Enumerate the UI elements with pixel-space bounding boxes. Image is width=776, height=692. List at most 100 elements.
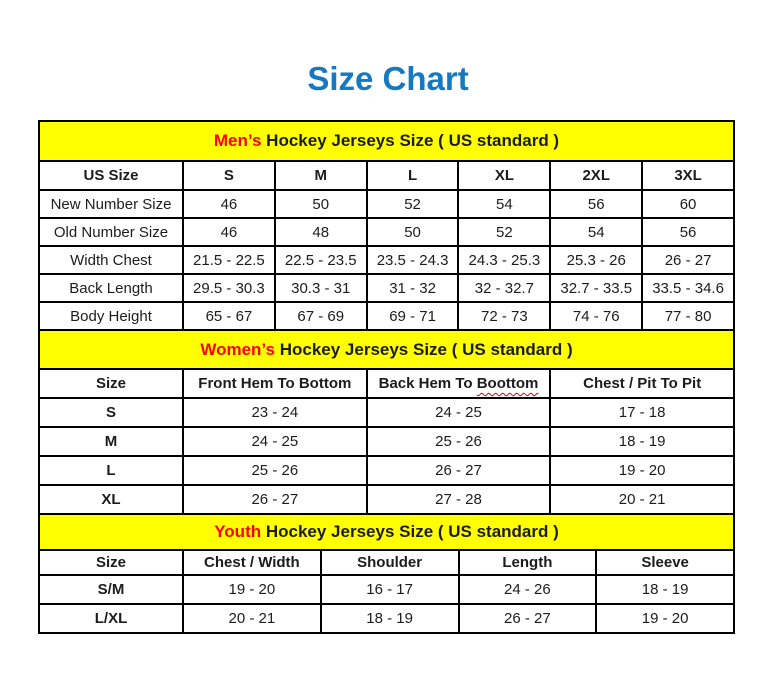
column-header: Length	[457, 549, 598, 576]
table-youth: Youth Hockey Jerseys Size ( US standard …	[38, 513, 735, 634]
value-cell: 19 - 20	[595, 603, 735, 634]
column-header: Chest / Width	[182, 549, 322, 576]
value-cell: 20 - 21	[549, 484, 735, 515]
row-label: Width Chest	[38, 245, 184, 275]
column-header: US Size	[38, 160, 184, 191]
value-cell: 72 - 73	[457, 301, 552, 331]
value-cell: 25 - 26	[365, 426, 552, 457]
banner-text: Hockey Jerseys Size ( US standard )	[279, 339, 573, 359]
value-cell: 29.5 - 30.3	[182, 273, 276, 303]
table-women: Women’s Hockey Jerseys Size ( US standar…	[38, 329, 735, 515]
table-row: XL 26 - 27 27 - 28 20 - 21	[38, 484, 735, 515]
value-cell: 69 - 71	[365, 301, 460, 331]
section-banner-men: Men’s Hockey Jerseys Size ( US standard …	[38, 120, 735, 162]
value-cell: 25 - 26	[182, 455, 368, 486]
banner-accent: Youth	[214, 522, 262, 541]
column-header: Back Hem To Boottom	[365, 368, 552, 399]
table-row: L 25 - 26 26 - 27 19 - 20	[38, 455, 735, 486]
table-row: Width Chest 21.5 - 22.5 22.5 - 23.5 23.5 - …	[38, 245, 735, 275]
value-cell: 65 - 67	[182, 301, 276, 331]
column-header: Size	[38, 368, 184, 399]
table-row: M 24 - 25 25 - 26 18 - 19	[38, 426, 735, 457]
table-row: Old Number Size 46 48 50 52 54 56	[38, 217, 735, 247]
table-row: S 23 - 24 24 - 25 17 - 18	[38, 397, 735, 428]
row-label: Back Length	[38, 273, 184, 303]
column-header: Chest / Pit To Pit	[549, 368, 735, 399]
column-header: Front Hem To Bottom	[182, 368, 368, 399]
value-cell: 26 - 27	[641, 245, 735, 275]
page-title: Size Chart	[307, 60, 469, 97]
value-cell: 19 - 20	[182, 574, 322, 605]
size-tables: Men’s Hockey Jerseys Size ( US standard …	[38, 120, 735, 634]
value-cell: 20 - 21	[182, 603, 322, 634]
column-header: 3XL	[641, 160, 735, 191]
column-header: Sleeve	[595, 549, 735, 576]
column-header: Size	[38, 549, 184, 576]
row-label: New Number Size	[38, 189, 184, 219]
value-cell: 24.3 - 25.3	[457, 245, 552, 275]
misspelled-word: Boottom	[476, 375, 539, 392]
value-cell: 24 - 25	[365, 397, 552, 428]
table-row: L/XL 20 - 21 18 - 19 26 - 27 19 - 20	[38, 603, 735, 634]
column-header: M	[273, 160, 368, 191]
value-cell: 48	[273, 217, 368, 247]
value-cell: 24 - 26	[457, 574, 598, 605]
value-cell: 17 - 18	[549, 397, 735, 428]
value-cell: 54	[457, 189, 552, 219]
column-header: L	[365, 160, 460, 191]
value-cell: 46	[182, 189, 276, 219]
banner-accent: Men’s	[213, 131, 262, 150]
value-cell: 54	[549, 217, 644, 247]
value-cell: 77 - 80	[641, 301, 735, 331]
value-cell: 24 - 25	[182, 426, 368, 457]
banner-text: Hockey Jerseys Size ( US standard )	[266, 131, 560, 150]
column-header: 2XL	[549, 160, 644, 191]
value-cell: 27 - 28	[365, 484, 552, 515]
value-cell: 50	[273, 189, 368, 219]
row-label: XL	[38, 484, 184, 515]
value-cell: 52	[457, 217, 552, 247]
value-cell: 32.7 - 33.5	[549, 273, 644, 303]
value-cell: 46	[182, 217, 276, 247]
value-cell: 23 - 24	[182, 397, 368, 428]
value-cell: 18 - 19	[549, 426, 735, 457]
table-row: S/M 19 - 20 16 - 17 24 - 26 18 - 19	[38, 574, 735, 605]
value-cell: 60	[641, 189, 735, 219]
column-header: Shoulder	[319, 549, 460, 576]
row-label: S	[38, 397, 184, 428]
value-cell: 16 - 17	[319, 574, 460, 605]
column-header-text: Back Hem To	[378, 375, 473, 392]
table-row: New Number Size 46 50 52 54 56 60	[38, 189, 735, 219]
section-banner-women: Women’s Hockey Jerseys Size ( US standar…	[38, 329, 735, 370]
table-men: Men’s Hockey Jerseys Size ( US standard …	[38, 120, 735, 331]
value-cell: 18 - 19	[595, 574, 735, 605]
column-header: XL	[457, 160, 552, 191]
value-cell: 67 - 69	[273, 301, 368, 331]
value-cell: 26 - 27	[365, 455, 552, 486]
value-cell: 32 - 32.7	[457, 273, 552, 303]
value-cell: 21.5 - 22.5	[182, 245, 276, 275]
table-row: Body Height 65 - 67 67 - 69 69 - 71 72 - 73 7…	[38, 301, 735, 331]
row-label: Old Number Size	[38, 217, 184, 247]
value-cell: 33.5 - 34.6	[641, 273, 735, 303]
value-cell: 50	[365, 217, 460, 247]
section-banner-youth: Youth Hockey Jerseys Size ( US standard …	[38, 513, 735, 551]
value-cell: 30.3 - 31	[273, 273, 368, 303]
value-cell: 23.5 - 24.3	[365, 245, 460, 275]
row-label: Body Height	[38, 301, 184, 331]
value-cell: 56	[549, 189, 644, 219]
value-cell: 26 - 27	[182, 484, 368, 515]
value-cell: 52	[365, 189, 460, 219]
value-cell: 22.5 - 23.5	[273, 245, 368, 275]
value-cell: 74 - 76	[549, 301, 644, 331]
value-cell: 18 - 19	[319, 603, 460, 634]
row-label: M	[38, 426, 184, 457]
value-cell: 25.3 - 26	[549, 245, 644, 275]
value-cell: 26 - 27	[457, 603, 598, 634]
row-label: S/M	[38, 574, 184, 605]
banner-accent: Women’s	[200, 339, 275, 359]
value-cell: 31 - 32	[365, 273, 460, 303]
banner-text: Hockey Jerseys Size ( US standard )	[265, 522, 559, 541]
row-label: L/XL	[38, 603, 184, 634]
value-cell: 19 - 20	[549, 455, 735, 486]
